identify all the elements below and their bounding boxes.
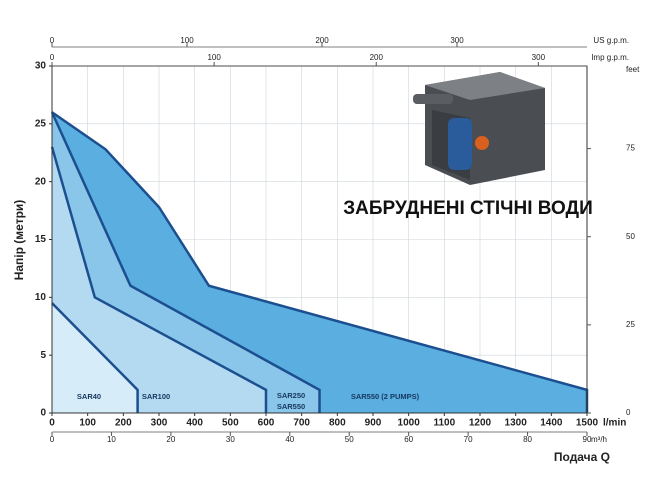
axis-tick-label: 30 [226, 435, 235, 444]
series-label: SAR40 [77, 392, 101, 401]
axis-tick-label: 200 [315, 36, 329, 45]
y2-unit: feet [626, 65, 640, 74]
pump-image [413, 72, 545, 185]
axis-tick-label: 0 [50, 53, 55, 62]
curve [50, 146, 268, 413]
curve [50, 111, 321, 413]
x-unit: l/min [603, 418, 626, 429]
x-tick-label: 0 [49, 418, 55, 429]
x-tick-label: 800 [329, 418, 346, 429]
axis-tick-label: 60 [404, 435, 413, 444]
axis-tick-label: 200 [370, 53, 384, 62]
chart-title: ЗАБРУДНЕНІ СТІЧНІ ВОДИ [343, 198, 593, 219]
axis-unit: US g.p.m. [593, 36, 629, 45]
x-tick-label: 600 [258, 418, 275, 429]
x-tick-label: 1000 [398, 418, 421, 429]
y2-tick-label: 50 [626, 232, 635, 241]
x-tick-label: 400 [186, 418, 203, 429]
axis-tick-label: 80 [523, 435, 532, 444]
x-tick-label: 1400 [540, 418, 563, 429]
x-tick-label: 1100 [433, 418, 455, 429]
y-tick-label: 20 [35, 176, 47, 187]
area [52, 303, 138, 413]
area [52, 146, 266, 413]
x-axis-title: Подача Q [554, 450, 610, 464]
x-tick-label: 300 [151, 418, 168, 429]
axis-tick-label: 90 [583, 435, 592, 444]
x-tick-label: 1200 [469, 418, 492, 429]
axis-tick-label: 100 [207, 53, 221, 62]
series-label: SAR550 [277, 402, 305, 411]
axis-tick-label: 70 [464, 435, 473, 444]
y-tick-label: 10 [35, 292, 47, 303]
x-tick-label: 700 [293, 418, 310, 429]
series-label: SAR550 (2 PUMPS) [351, 392, 420, 401]
curve [51, 302, 139, 413]
y2-tick-label: 75 [626, 144, 635, 153]
series-label: SAR250 [277, 391, 305, 400]
y-tick-label: 25 [35, 118, 47, 129]
x-tick-label: 1500 [576, 418, 599, 429]
y-tick-label: 15 [35, 234, 47, 245]
axis-tick-label: 10 [107, 435, 116, 444]
x-tick-label: 1300 [505, 418, 528, 429]
axis-unit: m³/h [591, 435, 607, 444]
axis-tick-label: 300 [450, 36, 464, 45]
axis-tick-label: 40 [285, 435, 294, 444]
axis-unit: Imp g.p.m. [591, 53, 629, 62]
axis-tick-label: 300 [532, 53, 546, 62]
series-label: SAR100 [142, 392, 170, 401]
y2-tick-label: 0 [626, 408, 631, 417]
x-tick-label: 200 [115, 418, 132, 429]
axis-tick-label: 100 [180, 36, 194, 45]
x-tick-label: 900 [365, 418, 382, 429]
y2-tick-label: 25 [626, 320, 635, 329]
axis-tick-label: 50 [345, 435, 354, 444]
y-tick-label: 0 [40, 408, 46, 419]
axis-tick-label: 20 [166, 435, 175, 444]
x-tick-label: 500 [222, 418, 239, 429]
axis-tick-label: 0 [50, 36, 55, 45]
axis-tick-label: 0 [50, 435, 55, 444]
y-tick-label: 5 [40, 350, 46, 361]
x-tick-label: 100 [79, 418, 96, 429]
y-tick-label: 30 [35, 61, 47, 72]
y-axis-title: Напір (метри) [12, 200, 26, 281]
